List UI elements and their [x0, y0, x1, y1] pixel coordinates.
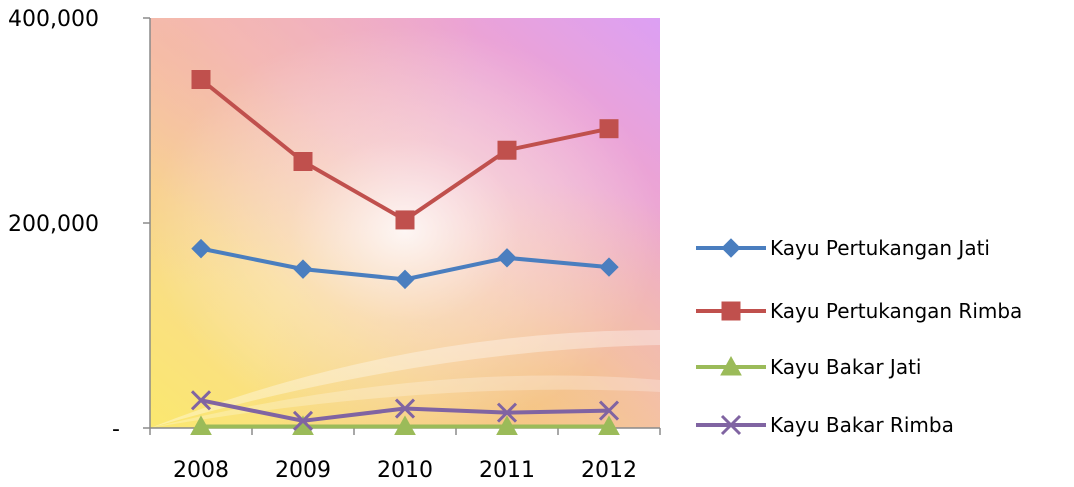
legend-marker	[720, 414, 742, 436]
data-point	[497, 248, 517, 268]
legend-item: Kayu Bakar Rimba	[696, 413, 954, 437]
x-tick-label: 2011	[479, 458, 535, 483]
legend-label: Kayu Bakar Rimba	[770, 413, 954, 437]
data-point	[190, 415, 212, 435]
series-2	[190, 415, 620, 435]
x-tick-label: 2009	[275, 458, 331, 483]
series-0	[191, 238, 619, 290]
data-point	[190, 390, 212, 411]
series-1	[191, 70, 619, 230]
legend-label: Kayu Pertukangan Rimba	[770, 299, 1022, 323]
x-tick-label: 2010	[377, 458, 433, 483]
y-tick-label: 400,000	[8, 7, 99, 32]
y-tick-label: 200,000	[8, 212, 99, 237]
data-point	[599, 257, 619, 277]
data-point	[191, 238, 211, 259]
data-point	[394, 398, 416, 419]
legend-marker	[721, 238, 741, 258]
legend-item: Kayu Pertukangan Jati	[696, 236, 990, 260]
legend: Kayu Pertukangan Jati Kayu Pertukangan Ri…	[696, 236, 1022, 437]
x-tick-label: 2012	[581, 458, 637, 483]
data-point	[292, 410, 314, 431]
data-point	[598, 400, 620, 421]
x-tick-label: 2008	[173, 458, 229, 483]
series-layer	[190, 70, 620, 435]
plot-light-streak	[150, 330, 660, 428]
data-point	[394, 415, 416, 435]
data-point	[496, 402, 518, 423]
data-point	[497, 140, 517, 160]
legend-marker	[721, 301, 741, 321]
legend-marker	[720, 355, 742, 376]
y-tick-label: -	[112, 417, 120, 442]
plot-light-streak-2	[150, 375, 660, 428]
data-point	[293, 152, 313, 171]
data-point	[496, 415, 518, 435]
data-point	[599, 119, 619, 139]
legend-item: Kayu Bakar Jati	[696, 355, 921, 379]
data-point	[293, 259, 313, 279]
data-point	[191, 70, 211, 89]
data-point	[395, 210, 415, 230]
legend-label: Kayu Pertukangan Jati	[770, 236, 990, 260]
legend-label: Kayu Bakar Jati	[770, 355, 921, 379]
data-point	[598, 415, 620, 435]
series-3	[190, 390, 620, 431]
data-point	[395, 269, 415, 290]
legend-item: Kayu Pertukangan Rimba	[696, 299, 1022, 323]
